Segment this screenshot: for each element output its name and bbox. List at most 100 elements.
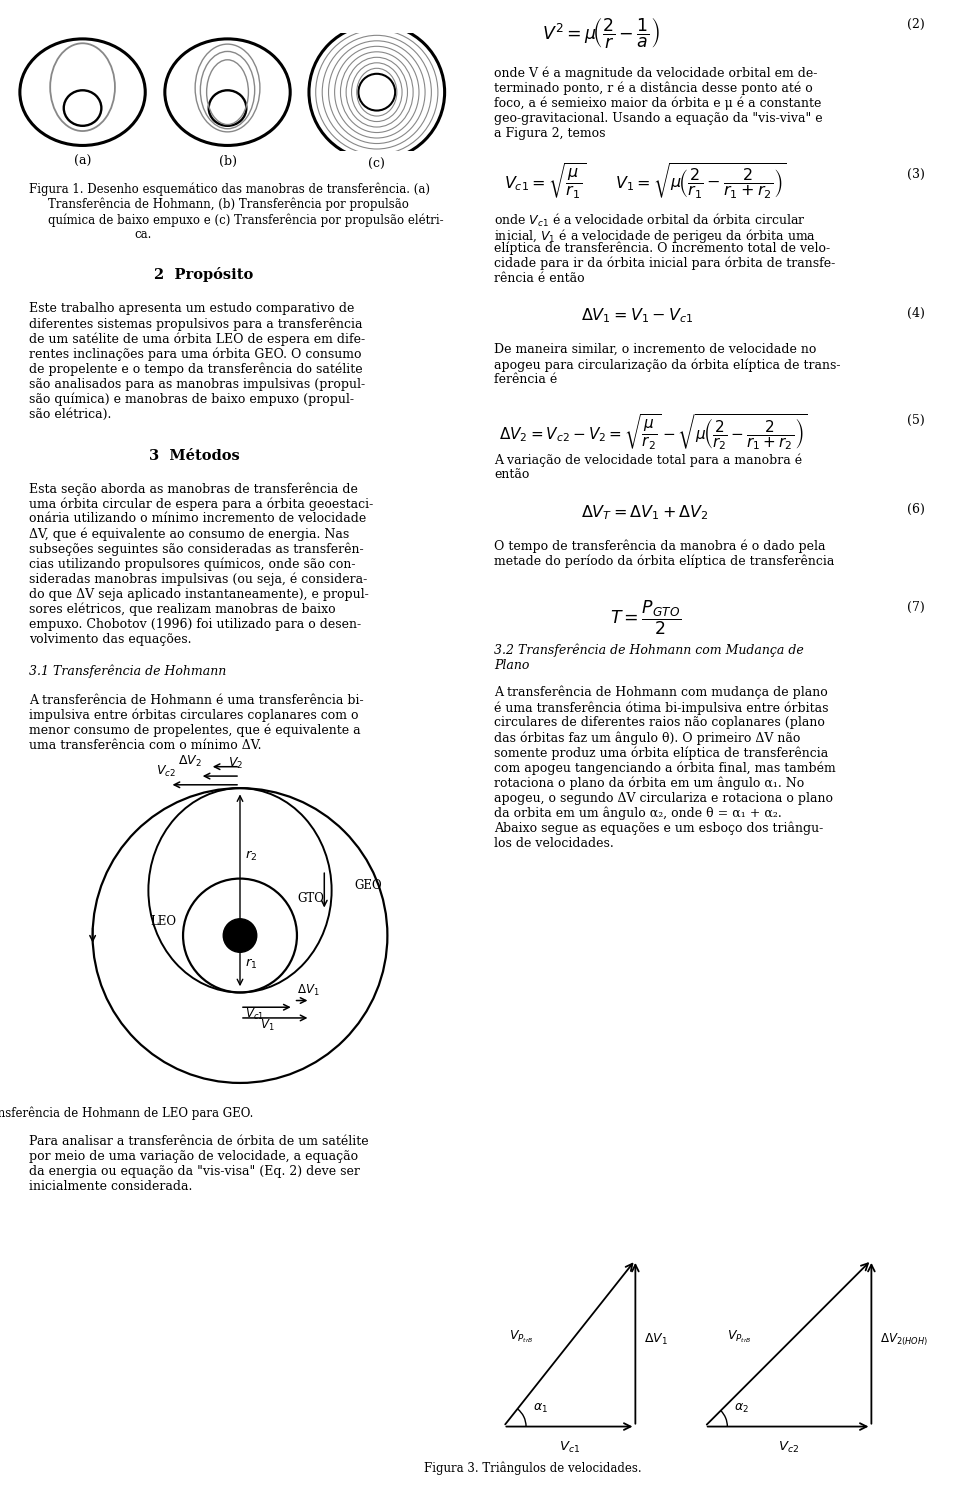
Text: química de baixo empuxo e (c) Transferência por propulsão elétri-: química de baixo empuxo e (c) Transferên… (48, 213, 444, 227)
Text: são química) e manobras de baixo empuxo (propul-: são química) e manobras de baixo empuxo … (29, 393, 354, 406)
Text: (3): (3) (907, 168, 925, 181)
Text: inicialmente considerada.: inicialmente considerada. (29, 1180, 192, 1194)
Text: (7): (7) (907, 601, 924, 615)
Text: empuxo. Chobotov (1996) foi utilizado para o desen-: empuxo. Chobotov (1996) foi utilizado pa… (29, 618, 361, 632)
Text: são elétrica).: são elétrica). (29, 408, 111, 422)
Text: sideradas manobras impulsivas (ou seja, é considera-: sideradas manobras impulsivas (ou seja, … (29, 573, 367, 586)
Text: $T = \dfrac{P_{GTO}}{2}$: $T = \dfrac{P_{GTO}}{2}$ (610, 598, 681, 636)
Text: 3  Métodos: 3 Métodos (149, 449, 240, 462)
Text: los de velocidades.: los de velocidades. (494, 837, 614, 851)
Text: $r_2$: $r_2$ (245, 849, 257, 863)
Text: elíptica de transferência. O incremento total de velo-: elíptica de transferência. O incremento … (494, 242, 830, 255)
Text: apogeu, o segundo ΔV circulariza e rotaciona o plano: apogeu, o segundo ΔV circulariza e rotac… (494, 792, 833, 805)
Text: Figura 3. Triângulos de velocidades.: Figura 3. Triângulos de velocidades. (424, 1461, 641, 1475)
Text: $V_1$: $V_1$ (260, 1018, 275, 1034)
Text: $V^2 = \mu\!\left(\dfrac{2}{r} - \dfrac{1}{a}\right)$: $V^2 = \mu\!\left(\dfrac{2}{r} - \dfrac{… (542, 15, 660, 50)
Text: A transferência de Hohmann com mudança de plano: A transferência de Hohmann com mudança d… (494, 686, 828, 700)
Text: a Figura 2, temos: a Figura 2, temos (494, 127, 606, 141)
Text: circulares de diferentes raios não coplanares (plano: circulares de diferentes raios não copla… (494, 716, 826, 730)
Text: metade do período da órbita elíptica de transferência: metade do período da órbita elíptica de … (494, 555, 835, 568)
Text: Esta seção aborda as manobras de transferência de: Esta seção aborda as manobras de transfe… (29, 482, 358, 496)
Text: da orbita em um ângulo α₂, onde θ = α₁ + α₂.: da orbita em um ângulo α₂, onde θ = α₁ +… (494, 807, 782, 820)
Text: 3.2 Transferência de Hohmann com Mudança de: 3.2 Transferência de Hohmann com Mudança… (494, 644, 804, 657)
Text: Para analisar a transferência de órbita de um satélite: Para analisar a transferência de órbita … (29, 1135, 369, 1148)
Text: (6): (6) (907, 503, 925, 517)
Text: volvimento das equações.: volvimento das equações. (29, 633, 191, 647)
Text: $\Delta V_2$: $\Delta V_2$ (178, 754, 202, 769)
Text: cias utilizando propulsores químicos, onde são con-: cias utilizando propulsores químicos, on… (29, 558, 355, 571)
Text: $\Delta V_1 = V_1 - V_{c1}$: $\Delta V_1 = V_1 - V_{c1}$ (581, 307, 693, 325)
Text: sores elétricos, que realizam manobras de baixo: sores elétricos, que realizam manobras d… (29, 603, 335, 616)
Text: são analisados para as manobras impulsivas (propul-: são analisados para as manobras impulsiv… (29, 378, 365, 391)
Text: $V_{c2}$: $V_{c2}$ (778, 1440, 799, 1455)
Text: por meio de uma variação de velocidade, a equação: por meio de uma variação de velocidade, … (29, 1150, 358, 1163)
Text: onária utilizando o mínimo incremento de velocidade: onária utilizando o mínimo incremento de… (29, 512, 366, 526)
Text: impulsiva entre órbitas circulares coplanares com o: impulsiva entre órbitas circulares copla… (29, 709, 358, 722)
Text: $\Delta V_{2(HOH)}$: $\Delta V_{2(HOH)}$ (879, 1333, 927, 1348)
Text: terminado ponto, r é a distância desse ponto até o: terminado ponto, r é a distância desse p… (494, 82, 813, 95)
Text: $\Delta V_2 = V_{c2} - V_2 = \sqrt{\dfrac{\mu}{r_2}} - \sqrt{\mu\!\left(\dfrac{2: $\Delta V_2 = V_{c2} - V_2 = \sqrt{\dfra… (499, 413, 807, 452)
Text: (5): (5) (907, 414, 924, 428)
Text: A variação de velocidade total para a manobra é: A variação de velocidade total para a ma… (494, 453, 803, 467)
Text: $\Delta V_1$: $\Delta V_1$ (297, 982, 320, 997)
Text: onde V é a magnitude da velocidade orbital em de-: onde V é a magnitude da velocidade orbit… (494, 66, 818, 80)
Text: menor consumo de propelentes, que é equivalente a: menor consumo de propelentes, que é equi… (29, 724, 360, 737)
Text: inicial, $V_1$ é a velocidade de perigeu da órbita uma: inicial, $V_1$ é a velocidade de perigeu… (494, 227, 816, 245)
Text: cidade para ir da órbita inicial para órbita de transfe-: cidade para ir da órbita inicial para ór… (494, 257, 835, 270)
Text: $\Delta V_1$: $\Delta V_1$ (644, 1333, 667, 1348)
Text: onde $V_{c1}$ é a velocidade orbital da órbita circular: onde $V_{c1}$ é a velocidade orbital da … (494, 212, 806, 228)
Text: Este trabalho apresenta um estudo comparativo de: Este trabalho apresenta um estudo compar… (29, 302, 354, 316)
Text: Abaixo segue as equações e um esboço dos triângu-: Abaixo segue as equações e um esboço dos… (494, 822, 824, 836)
Text: $V_{c1} = \sqrt{\dfrac{\mu}{r_1}}\quad\quad V_1 = \sqrt{\mu\!\left(\dfrac{2}{r_1: $V_{c1} = \sqrt{\dfrac{\mu}{r_1}}\quad\q… (504, 162, 786, 201)
Text: apogeu para circularização da órbita elíptica de trans-: apogeu para circularização da órbita elí… (494, 358, 841, 372)
Text: ca.: ca. (134, 228, 152, 242)
Text: então: então (494, 468, 530, 482)
Text: foco, a é semieixo maior da órbita e μ é a constante: foco, a é semieixo maior da órbita e μ é… (494, 97, 822, 110)
Text: rentes inclinações para uma órbita GEO. O consumo: rentes inclinações para uma órbita GEO. … (29, 348, 361, 361)
Text: $r_1$: $r_1$ (245, 956, 257, 972)
Text: é uma transferência ótima bi-impulsiva entre órbitas: é uma transferência ótima bi-impulsiva e… (494, 701, 828, 715)
Text: Figura 1. Desenho esquemático das manobras de transferência. (a): Figura 1. Desenho esquemático das manobr… (29, 183, 430, 196)
Text: do que ΔV seja aplicado instantaneamente), e propul-: do que ΔV seja aplicado instantaneamente… (29, 588, 369, 601)
Text: Plano: Plano (494, 659, 530, 672)
Text: Figura 2. Transferência de Hohmann de LEO para GEO.: Figura 2. Transferência de Hohmann de LE… (0, 1106, 253, 1120)
Text: geo-gravitacional. Usando a equação da "vis-viva" e: geo-gravitacional. Usando a equação da "… (494, 112, 823, 125)
Text: somente produz uma órbita elíptica de transferência: somente produz uma órbita elíptica de tr… (494, 746, 828, 760)
Text: diferentes sistemas propulsivos para a transferência: diferentes sistemas propulsivos para a t… (29, 317, 362, 331)
Text: $V_{P_{trB}}$: $V_{P_{trB}}$ (509, 1328, 533, 1345)
Text: ΔV, que é equivalente ao consumo de energia. Nas: ΔV, que é equivalente ao consumo de ener… (29, 527, 349, 541)
Text: GTO: GTO (297, 891, 324, 905)
Text: (2): (2) (907, 18, 924, 32)
Text: (4): (4) (907, 307, 925, 320)
Text: $V_{P_{trB}}$: $V_{P_{trB}}$ (728, 1328, 752, 1345)
Circle shape (224, 919, 256, 952)
Text: das órbitas faz um ângulo θ). O primeiro ΔV não: das órbitas faz um ângulo θ). O primeiro… (494, 731, 801, 745)
Text: uma transferência com o mínimo ΔV.: uma transferência com o mínimo ΔV. (29, 739, 261, 752)
Text: (c): (c) (369, 157, 385, 171)
Text: $V_2$: $V_2$ (228, 756, 243, 771)
Text: LEO: LEO (150, 916, 176, 928)
Text: rência é então: rência é então (494, 272, 585, 286)
Text: $\alpha_1$: $\alpha_1$ (533, 1402, 547, 1416)
Text: rotaciona o plano da órbita em um ângulo α₁. No: rotaciona o plano da órbita em um ângulo… (494, 777, 804, 790)
Text: O tempo de transferência da manobra é o dado pela: O tempo de transferência da manobra é o … (494, 539, 826, 553)
Text: 2  Propósito: 2 Propósito (154, 267, 252, 283)
Text: de propelente e o tempo da transferência do satélite: de propelente e o tempo da transferência… (29, 363, 363, 376)
Text: 3.1 Transferência de Hohmann: 3.1 Transferência de Hohmann (29, 665, 226, 678)
Text: (a): (a) (74, 154, 91, 168)
Text: $V_{c2}$: $V_{c2}$ (156, 763, 177, 778)
Text: GEO: GEO (354, 878, 381, 891)
Text: A transferência de Hohmann é uma transferência bi-: A transferência de Hohmann é uma transfe… (29, 694, 364, 707)
Text: da energia ou equação da "vis-visa" (Eq. 2) deve ser: da energia ou equação da "vis-visa" (Eq.… (29, 1165, 360, 1179)
Text: $\Delta V_T = \Delta V_1 + \Delta V_2$: $\Delta V_T = \Delta V_1 + \Delta V_2$ (581, 503, 708, 521)
Text: De maneira similar, o incremento de velocidade no: De maneira similar, o incremento de velo… (494, 343, 817, 357)
Text: Transferência de Hohmann, (b) Transferência por propulsão: Transferência de Hohmann, (b) Transferên… (48, 198, 409, 212)
Text: $V_{c1}$: $V_{c1}$ (559, 1440, 580, 1455)
Text: subseções seguintes são consideradas as transferên-: subseções seguintes são consideradas as … (29, 542, 364, 556)
Text: de um satélite de uma órbita LEO de espera em dife-: de um satélite de uma órbita LEO de espe… (29, 332, 365, 346)
Text: $V_{c1}$: $V_{c1}$ (246, 1008, 264, 1023)
Text: uma órbita circular de espera para a órbita geoestaci-: uma órbita circular de espera para a órb… (29, 497, 373, 511)
Text: ferência é: ferência é (494, 373, 558, 387)
Text: com apogeu tangenciando a órbita final, mas também: com apogeu tangenciando a órbita final, … (494, 762, 836, 775)
Text: $\alpha_2$: $\alpha_2$ (734, 1402, 749, 1416)
